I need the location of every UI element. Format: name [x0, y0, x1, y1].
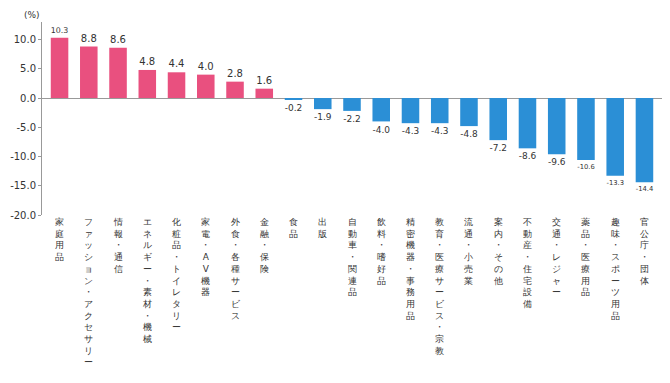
svg-text:飲料・嗜好品: 飲料・嗜好品 — [377, 217, 386, 286]
svg-text:8.8: 8.8 — [81, 33, 97, 44]
svg-text:-13.3: -13.3 — [606, 179, 624, 187]
svg-text:食品: 食品 — [289, 217, 298, 239]
svg-text:-8.6: -8.6 — [519, 151, 537, 161]
svg-text:4.0: 4.0 — [198, 61, 214, 72]
svg-text:8.6: 8.6 — [110, 34, 126, 45]
svg-text:5.0: 5.0 — [20, 63, 36, 74]
svg-text:流通・小売業: 流通・小売業 — [464, 217, 473, 286]
svg-text:-0.2: -0.2 — [285, 103, 302, 113]
svg-text:精密機器・事務用品: 精密機器・事務用品 — [406, 217, 415, 321]
svg-text:エネルギー・素材・機械: エネルギー・素材・機械 — [142, 217, 152, 344]
svg-text:教育・医療サービス・宗教: 教育・医療サービス・宗教 — [435, 217, 445, 356]
svg-text:-4.0: -4.0 — [372, 125, 390, 135]
svg-text:1.6: 1.6 — [256, 75, 272, 86]
svg-text:-15.0: -15.0 — [10, 180, 36, 191]
svg-text:-4.8: -4.8 — [460, 129, 478, 139]
svg-text:10.0: 10.0 — [14, 34, 36, 45]
svg-text:-4.3: -4.3 — [431, 126, 449, 136]
svg-text:情報・通信: 情報・通信 — [113, 217, 123, 274]
svg-text:-4.3: -4.3 — [402, 126, 420, 136]
svg-text:自動車・関連品: 自動車・関連品 — [348, 217, 357, 297]
svg-text:-2.2: -2.2 — [343, 114, 361, 124]
svg-text:趣味・スポーツ用品: 趣味・スポーツ用品 — [611, 217, 620, 321]
svg-text:不動産・住宅設備: 不動産・住宅設備 — [523, 217, 532, 309]
svg-text:出版: 出版 — [318, 217, 327, 239]
svg-text:4.8: 4.8 — [139, 56, 155, 67]
svg-text:-5.0: -5.0 — [16, 122, 36, 133]
svg-text:2.8: 2.8 — [227, 68, 243, 79]
svg-text:4.4: 4.4 — [169, 58, 185, 69]
svg-text:金融・保険: 金融・保険 — [260, 217, 269, 274]
svg-text:-10.0: -10.0 — [10, 151, 36, 162]
svg-text:-20.0: -20.0 — [10, 210, 36, 221]
svg-text:(%): (%) — [24, 10, 40, 20]
svg-text:0.0: 0.0 — [20, 93, 36, 104]
svg-text:ファッション・アクセサリー: ファッション・アクセサリー — [84, 217, 93, 367]
svg-text:10.3: 10.3 — [51, 26, 69, 35]
svg-text:案内・その他: 案内・その他 — [494, 217, 503, 286]
svg-text:外食・各種サービス: 外食・各種サービス — [231, 217, 241, 321]
svg-text:-14.4: -14.4 — [636, 185, 654, 193]
svg-text:-9.6: -9.6 — [548, 157, 566, 167]
svg-text:化粧品・トイレタリー: 化粧品・トイレタリー — [172, 217, 181, 332]
svg-text:-1.9: -1.9 — [314, 112, 332, 122]
svg-text:家電・AV機器: 家電・AV機器 — [201, 217, 210, 297]
svg-text:-10.6: -10.6 — [577, 163, 595, 171]
svg-text:交通・レジャー: 交通・レジャー — [552, 217, 561, 297]
svg-text:家庭用品: 家庭用品 — [55, 217, 64, 262]
svg-text:官公庁・団体: 官公庁・団体 — [640, 217, 649, 286]
svg-text:-7.2: -7.2 — [489, 143, 507, 153]
svg-text:薬品・医療用品: 薬品・医療用品 — [581, 217, 590, 297]
